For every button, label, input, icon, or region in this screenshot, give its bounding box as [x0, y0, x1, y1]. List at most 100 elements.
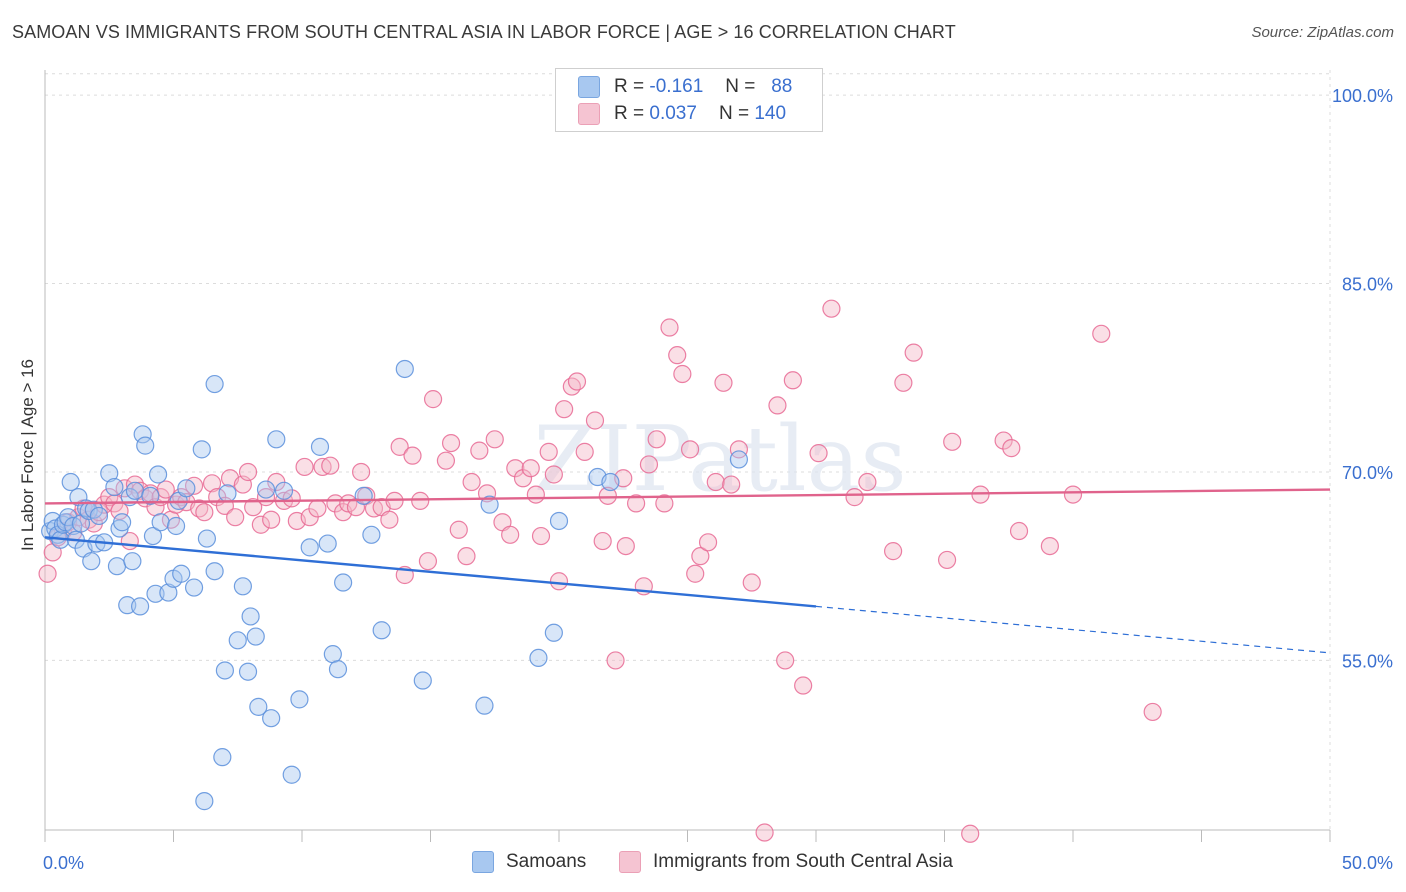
immigrants-point [776, 651, 795, 670]
samoans-point [233, 577, 252, 596]
immigrants-point [755, 823, 774, 842]
samoans-point [354, 486, 373, 505]
samoans-point [148, 465, 168, 484]
x-tick-label: 0.0% [43, 853, 84, 873]
source-credit: Source: ZipAtlas.com [1251, 24, 1394, 41]
samoans-point [105, 477, 124, 497]
samoans-point [246, 627, 265, 646]
samoans-point [89, 506, 109, 526]
samoans-point [544, 623, 563, 642]
immigrants-point [238, 462, 258, 482]
legend-row-samoans: R = -0.161 N = 88 [578, 75, 792, 99]
immigrants-point [449, 520, 468, 539]
immigrants-point [1009, 521, 1029, 541]
samoans-point [177, 479, 196, 498]
samoans-trend-line [44, 536, 817, 608]
legend-item-immigrants[interactable]: Immigrants from South Central Asia [619, 851, 953, 873]
immigrants-point [768, 396, 787, 415]
immigrants-point [501, 525, 520, 544]
legend-n-label: N = [725, 76, 756, 97]
immigrants-point [639, 455, 659, 474]
legend-n-label: N = [718, 103, 750, 124]
samoans-point [262, 709, 281, 728]
immigrants-point [380, 510, 399, 529]
samoans-point [475, 696, 494, 715]
immigrants-point [470, 441, 489, 460]
immigrants-point [282, 489, 301, 508]
axes [44, 70, 1331, 842]
samoans-point [133, 425, 152, 444]
samoans-point [395, 359, 414, 379]
immigrants-point [403, 446, 422, 465]
immigrants-point [858, 472, 877, 492]
immigrants-point [647, 430, 666, 449]
immigrants-point [729, 440, 749, 459]
immigrants-point [593, 531, 612, 551]
series-legend: Samoans Immigrants from South Central As… [0, 851, 1406, 879]
immigrants-point [506, 459, 525, 478]
samoans-point [141, 486, 160, 505]
immigrants-point [390, 437, 409, 456]
immigrants-point [698, 533, 718, 552]
immigrants-point [626, 494, 646, 513]
samoans-point [290, 690, 309, 709]
immigrants-point [668, 346, 687, 365]
chart-title: SAMOAN VS IMMIGRANTS FROM SOUTH CENTRAL … [12, 22, 956, 42]
immigrants-point [485, 430, 504, 449]
legend-r-value: -0.161 [649, 76, 704, 97]
immigrants-point [539, 442, 558, 461]
immigrants-point [441, 433, 461, 453]
samoans-point [100, 464, 119, 483]
tick-labels: 55.0% 70.0% 85.0% 100.0% 0.0% 50.0% [43, 86, 1393, 873]
samoans-point [166, 516, 186, 536]
immigrants-point [262, 510, 281, 529]
immigrants-point [226, 508, 245, 527]
immigrants-point [1040, 536, 1059, 556]
immigrants-point [714, 373, 733, 392]
samoans-point [529, 648, 548, 668]
series-immigrants-points [38, 299, 1162, 843]
immigrants-point [575, 442, 594, 461]
immigrants-point [244, 498, 263, 517]
legend-r-label: R = [614, 76, 645, 97]
samoans-point [205, 374, 224, 394]
samoans-point [107, 557, 127, 576]
immigrants-point [549, 572, 569, 591]
immigrants-point [562, 377, 581, 396]
immigrants-point [195, 503, 214, 522]
legend-item-samoans[interactable]: Samoans [472, 851, 586, 873]
legend-swatch-immigrants [578, 103, 600, 125]
immigrants-point [686, 564, 705, 583]
samoans-point [238, 662, 258, 681]
samoans-point [601, 472, 620, 492]
immigrants-point [423, 390, 443, 409]
legend-swatch-samoans [578, 76, 600, 98]
immigrants-point [521, 459, 540, 478]
y-tick-label: 100.0% [1332, 86, 1393, 106]
samoans-point [61, 472, 80, 492]
immigrants-point [706, 472, 725, 492]
samoans-point [362, 525, 381, 544]
immigrants-point [513, 469, 533, 488]
samoans-point [118, 596, 137, 615]
immigrants-point [722, 475, 741, 494]
legend-swatch-samoans [472, 851, 494, 873]
samoans-point [172, 564, 191, 583]
samoans-point [372, 621, 391, 640]
samoans-point [197, 529, 217, 548]
immigrants-point [794, 676, 813, 695]
x-tick-label: 50.0% [1342, 853, 1393, 873]
immigrants-point [971, 485, 990, 504]
samoans-point [323, 645, 342, 664]
samoans-point [318, 534, 337, 553]
samoans-point [215, 661, 234, 680]
y-tick-label: 85.0% [1342, 275, 1393, 295]
immigrants-point [418, 552, 438, 571]
immigrants-point [742, 573, 761, 592]
samoans-point [729, 450, 749, 469]
samoans-point [249, 697, 268, 716]
immigrants-point [655, 494, 674, 513]
immigrants-point [894, 373, 913, 392]
immigrants-point [352, 462, 371, 482]
samoans-point [274, 481, 294, 500]
